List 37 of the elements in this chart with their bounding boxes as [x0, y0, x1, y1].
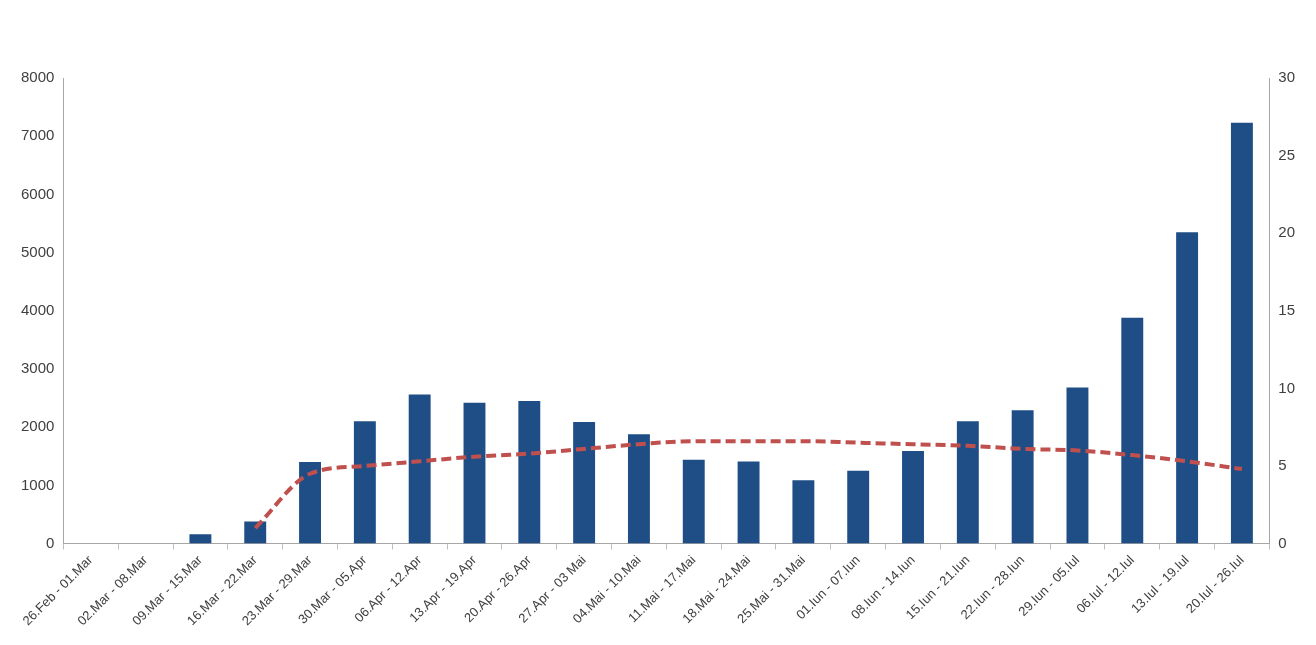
bar — [847, 470, 870, 544]
bar — [902, 451, 924, 544]
bar — [463, 402, 486, 544]
y-tick-label: 5000 — [20, 242, 55, 260]
y-tick-label: 2000 — [20, 417, 55, 435]
bar — [956, 421, 979, 544]
y-tick-label: 6000 — [20, 184, 55, 202]
bar — [408, 394, 431, 544]
y2-tick-label: 5 — [1278, 456, 1287, 474]
bar — [189, 534, 212, 544]
bar — [627, 434, 650, 544]
y-tick-label: 1000 — [20, 475, 55, 493]
bar — [353, 421, 376, 544]
y2-tick-label: 0 — [1278, 533, 1287, 551]
bar — [299, 462, 321, 544]
bar — [244, 521, 267, 544]
y2-tick-label: 25 — [1278, 145, 1295, 163]
y2-tick-label: 30 — [1278, 68, 1295, 86]
line-series — [253, 439, 1244, 531]
bar — [1066, 387, 1089, 544]
y2-tick-label: 15 — [1278, 300, 1295, 318]
y-tick-label: 8000 — [20, 68, 55, 86]
bar — [1121, 317, 1144, 544]
y2-tick-label: 20 — [1278, 223, 1295, 241]
bar — [682, 459, 705, 544]
bar — [1011, 410, 1034, 544]
y-tick-label: 3000 — [20, 359, 55, 377]
bar — [737, 461, 760, 544]
y-tick-label: 4000 — [20, 300, 55, 318]
bar — [792, 480, 815, 544]
bar — [518, 400, 541, 544]
y2-tick-label: 10 — [1278, 378, 1295, 396]
y-tick-label: 0 — [46, 533, 55, 551]
bar — [1230, 122, 1253, 544]
bar — [573, 421, 596, 544]
y-tick-label: 7000 — [20, 126, 55, 144]
bar — [1176, 232, 1199, 544]
